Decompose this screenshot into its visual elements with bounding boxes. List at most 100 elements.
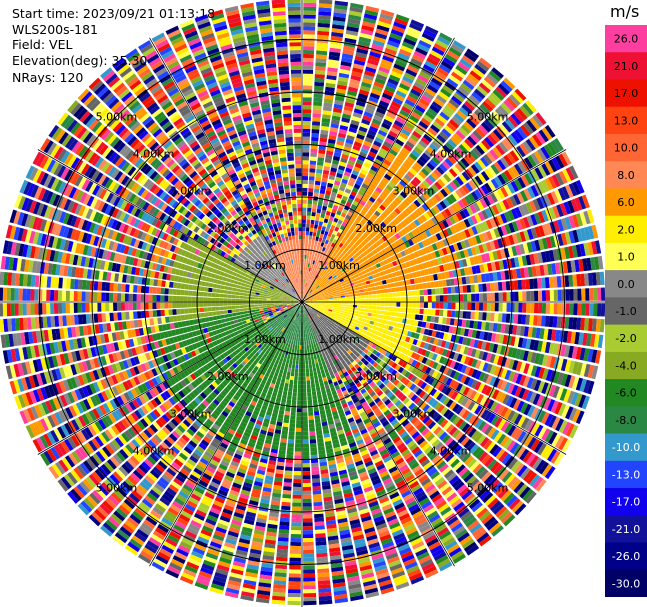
gate-4347 [308,364,313,369]
gate-1468 [384,246,391,253]
gate-708 [347,211,353,217]
gate-1392 [381,242,388,248]
gate-4267 [309,348,313,353]
gate-2102 [500,270,506,281]
gate-443 [368,55,380,62]
gate-2438 [329,305,334,307]
gate-905 [453,68,466,79]
gate-53 [302,85,313,90]
gate-1604 [333,284,338,288]
gate-2884 [565,406,574,420]
gate-4683 [282,490,292,495]
gate-1599 [316,293,320,296]
gate-2820 [334,314,339,318]
gate-1103 [407,182,416,191]
gate-4440 [309,431,316,436]
gate-2744 [335,313,340,316]
gate-1931 [423,268,429,276]
gate-4274 [314,375,318,380]
gate-1647 [484,208,493,218]
gate-1021 [386,195,394,203]
gate-893 [427,107,438,117]
gate-2627 [469,338,476,348]
gate-269 [328,134,337,141]
gate-1551 [411,237,418,245]
gate-393 [316,245,320,250]
gate-4270 [311,359,315,365]
gate-637 [350,190,357,197]
gate-196 [321,122,330,127]
gate-251 [317,204,322,210]
gate-4437 [308,419,315,424]
gate-1744 [565,184,574,198]
gate-747 [417,74,429,84]
gate-1524 [319,290,323,293]
gate-990 [309,289,313,294]
gate-2686 [403,330,409,336]
gate-420 [344,142,353,149]
gate-1080 [347,249,352,255]
gate-2427 [584,318,589,331]
gate-4458 [313,501,323,507]
gate-1620 [389,255,396,262]
gate-2200 [588,272,593,286]
gate-4617 [290,530,301,535]
gate-4803 [288,363,292,369]
gate-1814 [548,207,557,220]
gate-2195 [568,274,574,287]
gate-1319 [388,230,395,237]
gate-296 [345,30,359,36]
gate-4191 [312,347,315,352]
gate-1488 [451,204,459,213]
gate-2176 [494,282,499,292]
gate-613 [311,276,315,281]
gate-4348 [309,368,313,373]
gate-2827 [359,324,365,329]
gate-4441 [309,435,316,440]
gate-1612 [361,270,367,275]
gate-2075 [395,287,400,292]
gate-2836 [392,337,398,344]
gate-2661 [309,304,314,306]
gate-192 [319,137,328,143]
gate-105 [308,180,315,185]
gate-4448 [311,462,319,468]
gate-2796 [526,377,534,389]
gate-2571 [548,342,555,355]
gate-2597 [355,313,360,317]
gate-1571 [479,198,488,209]
gate-460 [308,279,311,284]
gate-4645 [297,341,300,346]
gate-2791 [508,371,516,382]
gate-601 [401,41,415,50]
gate-1511 [527,155,537,168]
gate-670 [403,72,416,81]
gate-2066 [360,292,365,296]
gate-1355 [498,141,509,153]
gate-108 [309,168,316,173]
gate-2203 [599,271,605,285]
gate-1926 [404,273,410,280]
gate-1490 [457,199,466,209]
gate-2653 [568,360,576,374]
gate-4532 [302,494,312,499]
gate-9 [302,258,305,263]
gate-2629 [477,340,483,350]
gate-2214 [345,299,350,302]
gate-4693 [278,529,290,534]
gate-2428 [588,318,593,332]
gate-1842 [373,278,378,283]
gate-2318 [455,302,460,310]
gate-207 [326,78,337,85]
gate-388 [311,264,314,269]
gate-2170 [470,284,475,293]
gate-4879 [285,362,289,368]
gate-2264 [541,290,547,301]
gate-2703 [467,347,473,356]
gate-1703 [417,249,424,257]
gate-1270 [463,155,473,165]
gate-1563 [452,214,460,223]
gate-4612 [291,510,302,515]
gate-1171 [391,210,399,218]
gate-2263 [538,290,543,301]
